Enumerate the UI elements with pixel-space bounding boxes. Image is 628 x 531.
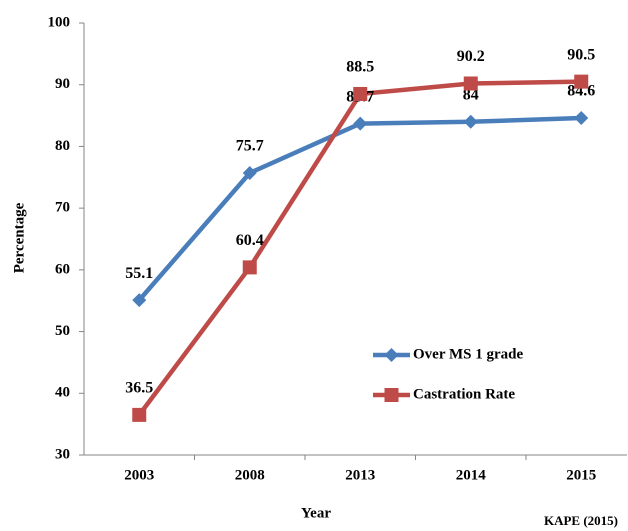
- y-tick-label: 30: [55, 446, 70, 462]
- data-point: [242, 165, 257, 180]
- data-point: [574, 74, 589, 89]
- y-tick-label: 70: [55, 200, 70, 216]
- data-label: 75.7: [236, 138, 264, 155]
- data-label: 90.2: [457, 48, 485, 65]
- data-point: [574, 111, 589, 126]
- legend-marker: [384, 388, 399, 402]
- data-point: [132, 293, 147, 308]
- y-tick-label: 100: [48, 14, 71, 30]
- data-point: [132, 407, 147, 422]
- data-point: [353, 86, 368, 101]
- y-tick-label: 40: [55, 385, 70, 401]
- data-label: 55.1: [125, 265, 153, 282]
- legend-marker: [384, 348, 399, 362]
- data-point: [463, 76, 478, 91]
- x-tick-label: 2015: [566, 467, 596, 483]
- legend-label: Over MS 1 grade: [413, 346, 523, 362]
- source-note: KAPE (2015): [544, 513, 618, 528]
- series-line: [137, 115, 582, 302]
- data-label: 36.5: [125, 380, 153, 397]
- x-tick-label: 2008: [235, 467, 265, 483]
- data-point: [242, 260, 257, 275]
- series-line: [137, 79, 582, 417]
- y-tick-label: 50: [55, 323, 70, 339]
- x-tick-label: 2003: [124, 467, 154, 483]
- x-axis-title: Year: [301, 505, 331, 521]
- y-axis-title: Percentage: [11, 202, 27, 273]
- data-label: 90.5: [567, 46, 595, 63]
- x-tick-label: 2013: [345, 467, 375, 483]
- y-tick-label: 90: [55, 76, 70, 92]
- y-tick-label: 60: [55, 261, 70, 277]
- data-point: [353, 116, 368, 131]
- x-tick-label: 2014: [456, 467, 487, 483]
- data-label: 84: [463, 86, 479, 103]
- y-tick-label: 80: [55, 138, 70, 154]
- data-label: 60.4: [236, 232, 264, 249]
- data-label: 88.5: [346, 59, 374, 76]
- legend-label: Castration Rate: [413, 386, 515, 402]
- data-point: [463, 114, 478, 129]
